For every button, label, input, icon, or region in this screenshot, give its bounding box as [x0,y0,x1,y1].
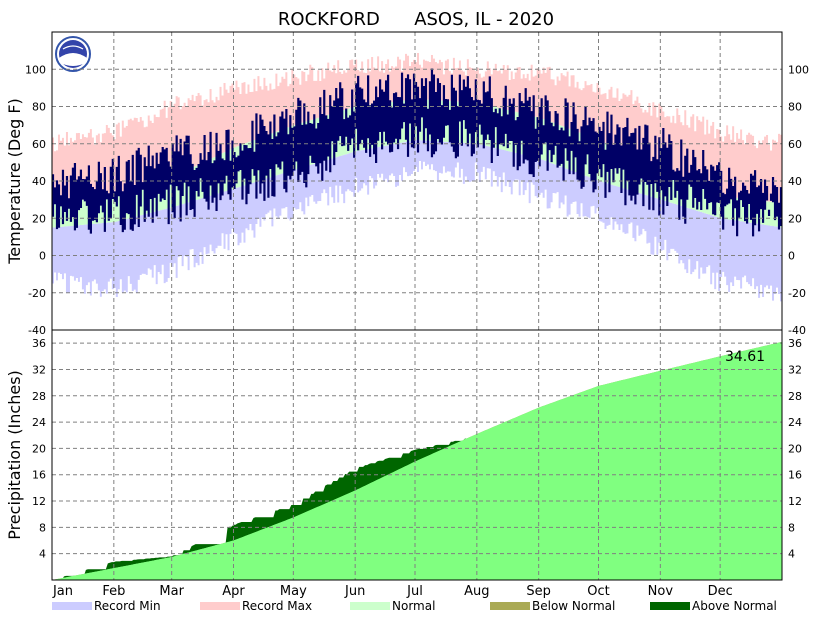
temp-tick-left: -40 [28,324,46,337]
temp-tick-right: -40 [788,324,806,337]
temperature-panel [51,53,783,302]
precip-tick-right: 20 [788,442,802,455]
temp-tick-left: 20 [32,212,46,225]
month-label: Jul [406,584,423,599]
precip-tick-left: 24 [32,416,46,429]
record-min-band [52,140,782,302]
legend-swatch [350,602,390,610]
temp-tick-right: 100 [788,63,809,76]
precip-tick-right: 16 [788,469,802,482]
precip-tick-left: 28 [32,390,46,403]
legend-item: Record Max [200,599,312,613]
temp-axis-label: Temperature (Deg F) [5,98,24,265]
precip-tick-right: 32 [788,363,802,376]
month-label: Jan [52,584,73,599]
temp-tick-right: -20 [788,287,806,300]
month-label: Nov [648,584,674,599]
overlap-fill [52,352,782,580]
precip-frame [51,329,783,581]
month-label: Jun [344,584,365,599]
temp-tick-right: 80 [788,101,802,114]
legend-item: Above Normal [650,599,777,613]
precip-tick-right: 24 [788,416,802,429]
temp-tick-right: 20 [788,212,802,225]
precip-tick-right: 36 [788,337,802,350]
overlap-group [52,352,782,580]
month-label: May [280,584,307,599]
temp-tick-left: 0 [39,250,46,263]
temp-tick-left: -20 [28,287,46,300]
precip-tick-left: 12 [32,495,46,508]
precip-total-annotation: 34.61 [725,349,765,365]
month-label: Dec [708,584,733,599]
temp-tick-right: 40 [788,175,802,188]
precip-tick-right: 4 [788,548,795,561]
precip-tick-left: 36 [32,337,46,350]
precip-tick-right: 12 [788,495,802,508]
precip-tick-left: 4 [39,548,46,561]
legend-item: Below Normal [490,599,615,613]
precip-tick-left: 16 [32,469,46,482]
legend-label: Normal [392,599,435,613]
month-label: Sep [526,584,551,599]
precip-axis-label: Precipitation (Inches) [5,370,24,540]
month-label: Apr [222,584,245,599]
legend-label: Record Min [94,599,161,613]
precip-tick-left: 8 [39,521,46,534]
legend-swatch [490,602,530,610]
precipitation-panel: 34.61 [52,341,782,580]
month-label: Feb [102,584,125,599]
temp-tick-left: 60 [32,138,46,151]
noaa-logo [55,36,91,72]
legend-swatch [52,602,92,610]
record-max-band [52,53,782,204]
precip-tick-right: 28 [788,390,802,403]
legend-item: Record Min [52,599,161,613]
axes: -40 -40 -20 -20 0 0 20 20 40 40 60 60 80 80 100 100 4 4 8 8… [5,31,809,599]
temp-tick-left: 80 [32,101,46,114]
precip-tick-right: 8 [788,521,795,534]
legend-label: Record Max [242,599,312,613]
legend-swatch [200,602,240,610]
legend-swatch [650,602,690,610]
chart-title: ROCKFORD ASOS, IL - 2020 [278,9,554,30]
precip-tick-left: 20 [32,442,46,455]
month-label: Mar [159,584,184,599]
temp-tick-right: 60 [788,138,802,151]
month-label: Aug [464,584,489,599]
temp-tick-left: 40 [32,175,46,188]
precip-tick-left: 32 [32,363,46,376]
month-label: Oct [587,584,609,599]
temp-tick-right: 0 [788,250,795,263]
legend-label: Above Normal [692,599,777,613]
temp-tick-left: 100 [25,63,46,76]
legend-label: Below Normal [532,599,615,613]
observed-temperature-bars [51,68,783,237]
legend-item: Normal [350,599,435,613]
legend: Record Min Record Max Normal Below Normal Ab… [52,599,777,613]
